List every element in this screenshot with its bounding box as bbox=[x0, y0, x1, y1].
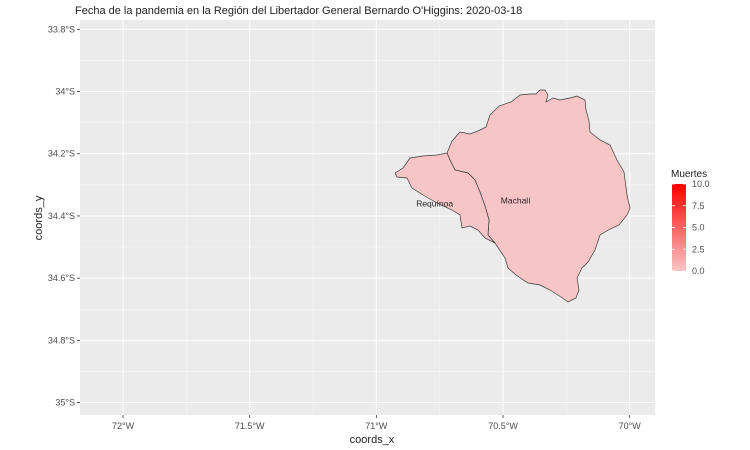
regions-layer bbox=[394, 89, 631, 303]
legend: Muertes 10.0 7.5 5.0 2.5 0.0 bbox=[671, 169, 710, 276]
y-tick-label-1: 34°S bbox=[55, 87, 75, 97]
legend-colorbar bbox=[672, 184, 686, 271]
legend-tick-label-4: 0.0 bbox=[692, 266, 705, 276]
y-tick-label-3: 34.4°S bbox=[48, 211, 75, 221]
region-label-0: Machalí bbox=[501, 196, 531, 206]
x-tick-label-4: 70°W bbox=[619, 421, 642, 431]
y-tick-label-6: 35°S bbox=[55, 398, 75, 408]
y-axis: 33.8°S 34°S 34.2°S 34.4°S 34.6°S 34.8°S 35°S bbox=[48, 24, 80, 408]
y-tick-label-5: 34.8°S bbox=[48, 335, 75, 345]
legend-title: Muertes bbox=[671, 169, 707, 180]
region-label-1: Requínoa bbox=[416, 199, 453, 209]
legend-ticks: 10.0 7.5 5.0 2.5 0.0 bbox=[672, 179, 710, 276]
x-tick-label-0: 72°W bbox=[112, 421, 135, 431]
legend-tick-label-0: 10.0 bbox=[692, 179, 710, 189]
region-requinoa bbox=[394, 152, 496, 244]
y-tick-label-0: 33.8°S bbox=[48, 24, 75, 34]
x-tick-label-3: 70.5°W bbox=[488, 421, 518, 431]
x-axis: 72°W 71.5°W 71°W 70.5°W 70°W bbox=[112, 415, 641, 431]
y-axis-title: coords_y bbox=[33, 195, 45, 240]
region-labels: Machalí Requínoa bbox=[416, 196, 531, 209]
y-tick-label-4: 34.6°S bbox=[48, 273, 75, 283]
x-tick-label-1: 71.5°W bbox=[235, 421, 265, 431]
x-tick-label-2: 71°W bbox=[365, 421, 388, 431]
x-axis-title: coords_x bbox=[350, 434, 395, 446]
legend-tick-label-2: 5.0 bbox=[692, 223, 705, 233]
y-tick-label-2: 34.2°S bbox=[48, 149, 75, 159]
region-machali bbox=[446, 89, 631, 303]
legend-tick-label-3: 2.5 bbox=[692, 244, 705, 254]
grid-lines bbox=[80, 20, 655, 415]
legend-tick-label-1: 7.5 bbox=[692, 201, 705, 211]
plot-title: Fecha de la pandemia en la Región del Li… bbox=[75, 5, 522, 17]
